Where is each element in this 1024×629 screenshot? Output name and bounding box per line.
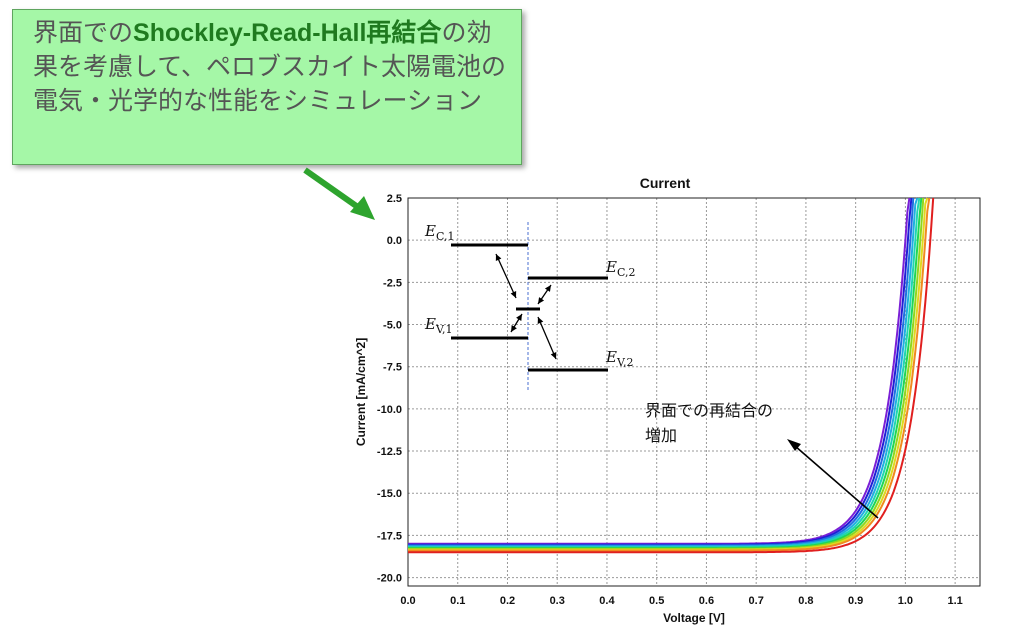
x-tick-label: 0.0 [400,595,415,607]
y-tick-label: -15.0 [377,488,402,500]
callout-arrow-line [303,167,364,213]
y-tick-label: -7.5 [383,362,402,374]
ec1-label: EC,1 [424,222,454,243]
annotation-line1: 界面での再結合の [645,401,773,420]
iv-curve-9 [408,197,935,554]
callout-arrow-head [350,196,375,220]
y-axis-label: Current [mA/cm^2] [354,338,368,446]
x-tick-label: 0.3 [550,595,565,607]
x-tick-label: 0.8 [798,595,813,607]
plot-frame [407,197,981,587]
x-tick-label: 1.1 [947,595,962,607]
y-tick-label: 0.0 [387,235,402,247]
y-tick-label: 2.5 [387,193,402,205]
iv-curve-4 [408,197,921,549]
curves [408,197,935,554]
arrow-trap-ec2-head [544,285,551,292]
iv-curve-3 [408,197,919,548]
x-tick-label: 0.5 [649,595,664,607]
x-tick-label: 0.9 [848,595,863,607]
x-tick-label: 1.0 [898,595,913,607]
band-diagram: EC,1 EC,2 EV,1 EV,2 [424,222,635,390]
y-tick-label: -17.5 [377,530,402,542]
ec2-label: EC,2 [605,258,635,279]
arrow-ec1-trap [495,253,517,299]
x-tick-label: 0.4 [599,595,615,607]
y-tick-label: -10.0 [377,404,402,416]
callout-highlight: Shockley-Read-Hall再結合 [133,19,442,47]
x-ticks: 0.0 0.1 0.2 0.3 0.4 0.5 0.6 0.7 0.8 0.9 1.0 1.1 [400,595,962,607]
x-tick-label: 0.6 [699,595,714,607]
y-ticks: 2.5 0.0 -2.5 -5.0 -7.5 -10.0 -12.5 -15.0 -17.5 -2… [377,193,402,585]
arrow-ec1-trap-head [495,254,502,261]
y-tick-label: -20.0 [377,573,402,585]
y-tick-label: -12.5 [377,446,402,458]
x-tick-label: 0.2 [500,595,515,607]
iv-curve-8 [408,197,931,552]
annotation-line2: 増加 [645,426,677,445]
annotation-arrow-line [794,445,879,519]
callout-box: 界面でのShockley-Read-Hall再結合の効果を考慮して、ペロブスカイ… [12,9,522,165]
ev2-label: EV,2 [605,348,633,369]
x-axis-label: Voltage [V] [663,611,725,625]
iv-curve-1 [408,197,913,546]
arrow-ec1-trap-head [510,291,517,298]
arrow-trap-ev2-head [537,317,544,324]
arrow-ev1-trap-head [516,314,522,321]
chart-title: Current [640,175,691,191]
iv-curve-0 [408,197,911,545]
x-tick-label: 0.1 [450,595,465,607]
iv-curve-7 [408,197,929,551]
arrow-trap-ec2-head [538,297,545,304]
y-tick-label: -5.0 [383,320,402,332]
arrow-ev1-trap-head [511,325,517,332]
arrow-trap-ev2 [537,316,557,360]
callout-text-pre: 界面での [33,18,134,47]
iv-curve-5 [408,197,923,549]
inset-arrows [495,253,557,360]
x-tick-label: 0.7 [749,595,764,607]
annotation-arrow-head [787,439,801,451]
arrow-trap-ev2-head [550,352,557,359]
callout-text-post: の効果を考慮して、ペロブスカイト太陽電池の電気・光学的な性能をシミュレーション [33,18,507,115]
iv-curve-6 [408,197,925,550]
ev1-label: EV,1 [424,315,452,336]
y-tick-label: -2.5 [383,277,402,289]
